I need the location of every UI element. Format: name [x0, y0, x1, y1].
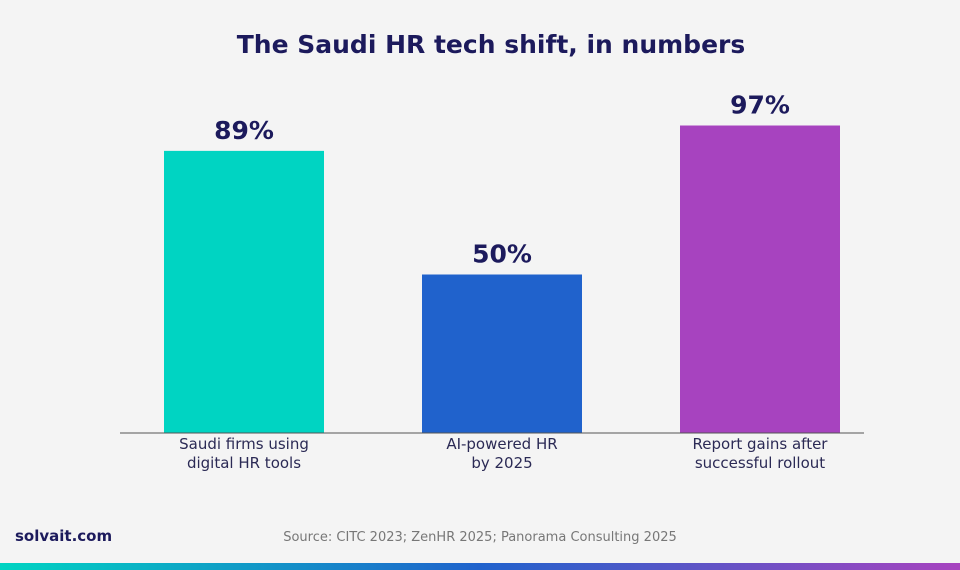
category-label-line: AI-powered HR: [446, 435, 557, 453]
category-label-line: digital HR tools: [187, 454, 301, 472]
category-label-2: AI-powered HR by 2025: [446, 435, 557, 472]
category-label-line: Saudi firms using: [179, 435, 309, 453]
category-label-3: Report gains after successful rollout: [693, 435, 829, 472]
value-label-3: 97%: [730, 91, 790, 120]
category-label-1: Saudi firms using digital HR tools: [179, 435, 309, 472]
source-note: Source: CITC 2023; ZenHR 2025; Panorama …: [283, 530, 677, 545]
chart-title: The Saudi HR tech shift, in numbers: [236, 30, 746, 59]
gradient-footer-bar: [0, 563, 960, 570]
bar-1: [164, 150, 324, 433]
category-label-line: successful rollout: [695, 454, 825, 472]
brand-logo-text[interactable]: solvait.com: [15, 527, 113, 545]
category-label-line: Report gains after: [693, 435, 829, 453]
bar-chart: 89% Saudi firms using digital HR tools 50% A…: [120, 91, 864, 472]
value-label-1: 89%: [214, 116, 274, 145]
bar-3: [680, 125, 840, 433]
bar-2: [422, 274, 582, 433]
value-label-2: 50%: [472, 240, 532, 269]
category-label-line: by 2025: [471, 454, 532, 472]
